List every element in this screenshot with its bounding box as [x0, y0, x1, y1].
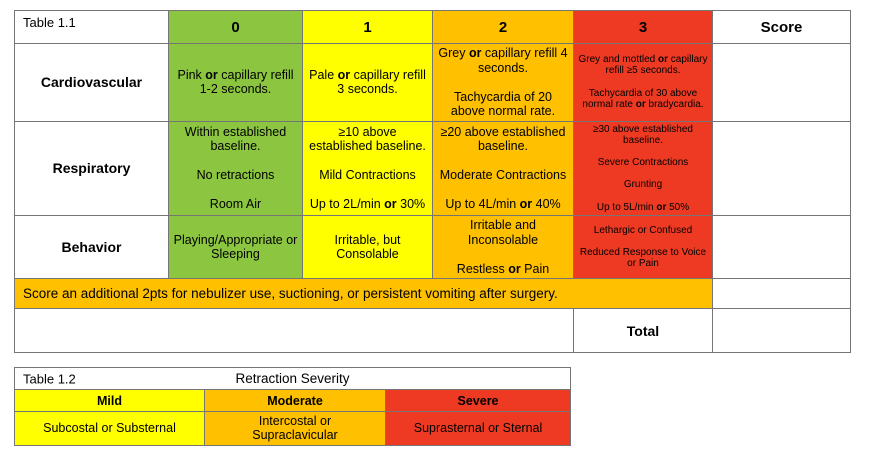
severity-label-moderate: Moderate [204, 389, 386, 412]
retraction-header-row: Table 1.2 Retraction Severity [13, 367, 572, 390]
behavior-score-0: Playing/Appropriate or Sleeping [168, 215, 303, 279]
score-column-header-0: 0 [168, 10, 303, 44]
row-label-cardiovascular: Cardiovascular [14, 43, 169, 122]
severity-desc-severe: Suprasternal or Sternal [384, 411, 572, 446]
severity-label-mild: Mild [14, 389, 205, 412]
retraction-severity-table: Table 1.2 Retraction Severity Mild Moder… [13, 367, 572, 446]
retraction-header-cell: Table 1.2 Retraction Severity [13, 367, 572, 390]
cardiovascular-score-0: Pink or capillary refill 1-2 seconds. [168, 43, 303, 122]
behavior-score-3: Lethargic or Confused Reduced Response to… [573, 215, 713, 279]
behavior-score-2: Irritable and Inconsolable Restless or Pa… [432, 215, 574, 279]
cardiovascular-score-1: Pale or capillary refill 3 seconds. [302, 43, 433, 122]
severity-label-row: Mild Moderate Severe [14, 389, 572, 412]
total-score-entry [712, 308, 851, 353]
total-row-spacer [14, 308, 574, 353]
row-label-behavior: Behavior [14, 215, 169, 279]
additional-points-note: Score an additional 2pts for nebulizer u… [14, 278, 713, 309]
note-score-entry [712, 278, 851, 309]
severity-desc-mild: Subcostal or Substernal [14, 411, 205, 446]
respiratory-score-2: ≥20 above established baseline. Moderate … [432, 120, 574, 216]
cardiovascular-score-2: Grey or capillary refill 4 seconds. Tachy… [432, 43, 574, 122]
respiratory-score-0: Within established baseline. No retractio… [168, 120, 303, 216]
header-row: Table 1.1 0 1 2 3 Score [14, 10, 851, 44]
total-label: Total [573, 308, 713, 353]
score-header: Score [712, 10, 851, 44]
retraction-severity-heading: Retraction Severity [235, 371, 350, 386]
scoring-table: Table 1.1 0 1 2 3 Score Cardiovascular P… [14, 10, 851, 353]
additional-points-row: Score an additional 2pts for nebulizer u… [14, 278, 851, 309]
behavior-score-entry [712, 215, 851, 279]
respiratory-score-1: ≥10 above established baseline. Mild Cont… [302, 120, 433, 216]
cardiovascular-score-entry [712, 43, 851, 122]
row-label-respiratory: Respiratory [14, 120, 169, 216]
behavior-row: Behavior Playing/Appropriate or Sleeping… [14, 215, 851, 279]
score-column-header-1: 1 [302, 10, 433, 44]
severity-label-severe: Severe [384, 389, 572, 412]
score-column-header-3: 3 [573, 10, 713, 44]
score-column-header-2: 2 [432, 10, 574, 44]
cardiovascular-row: Cardiovascular Pink or capillary refill 1… [14, 43, 851, 122]
cardiovascular-score-3: Grey and mottled or capillary refill ≥5 … [573, 43, 713, 122]
total-row: Total [14, 308, 851, 353]
respiratory-score-3: ≥30 above established baseline. Severe Co… [573, 120, 713, 216]
severity-description-row: Subcostal or Substernal Intercostal or Su… [14, 411, 572, 446]
severity-desc-moderate: Intercostal or Supraclavicular [204, 411, 386, 446]
table-1-2-title: Table 1.2 [23, 371, 76, 386]
behavior-score-1: Irritable, but Consolable [302, 215, 433, 279]
respiratory-row: Respiratory Within established baseline.… [14, 120, 851, 216]
respiratory-score-entry [712, 120, 851, 216]
table-1-1-title: Table 1.1 [14, 10, 169, 44]
